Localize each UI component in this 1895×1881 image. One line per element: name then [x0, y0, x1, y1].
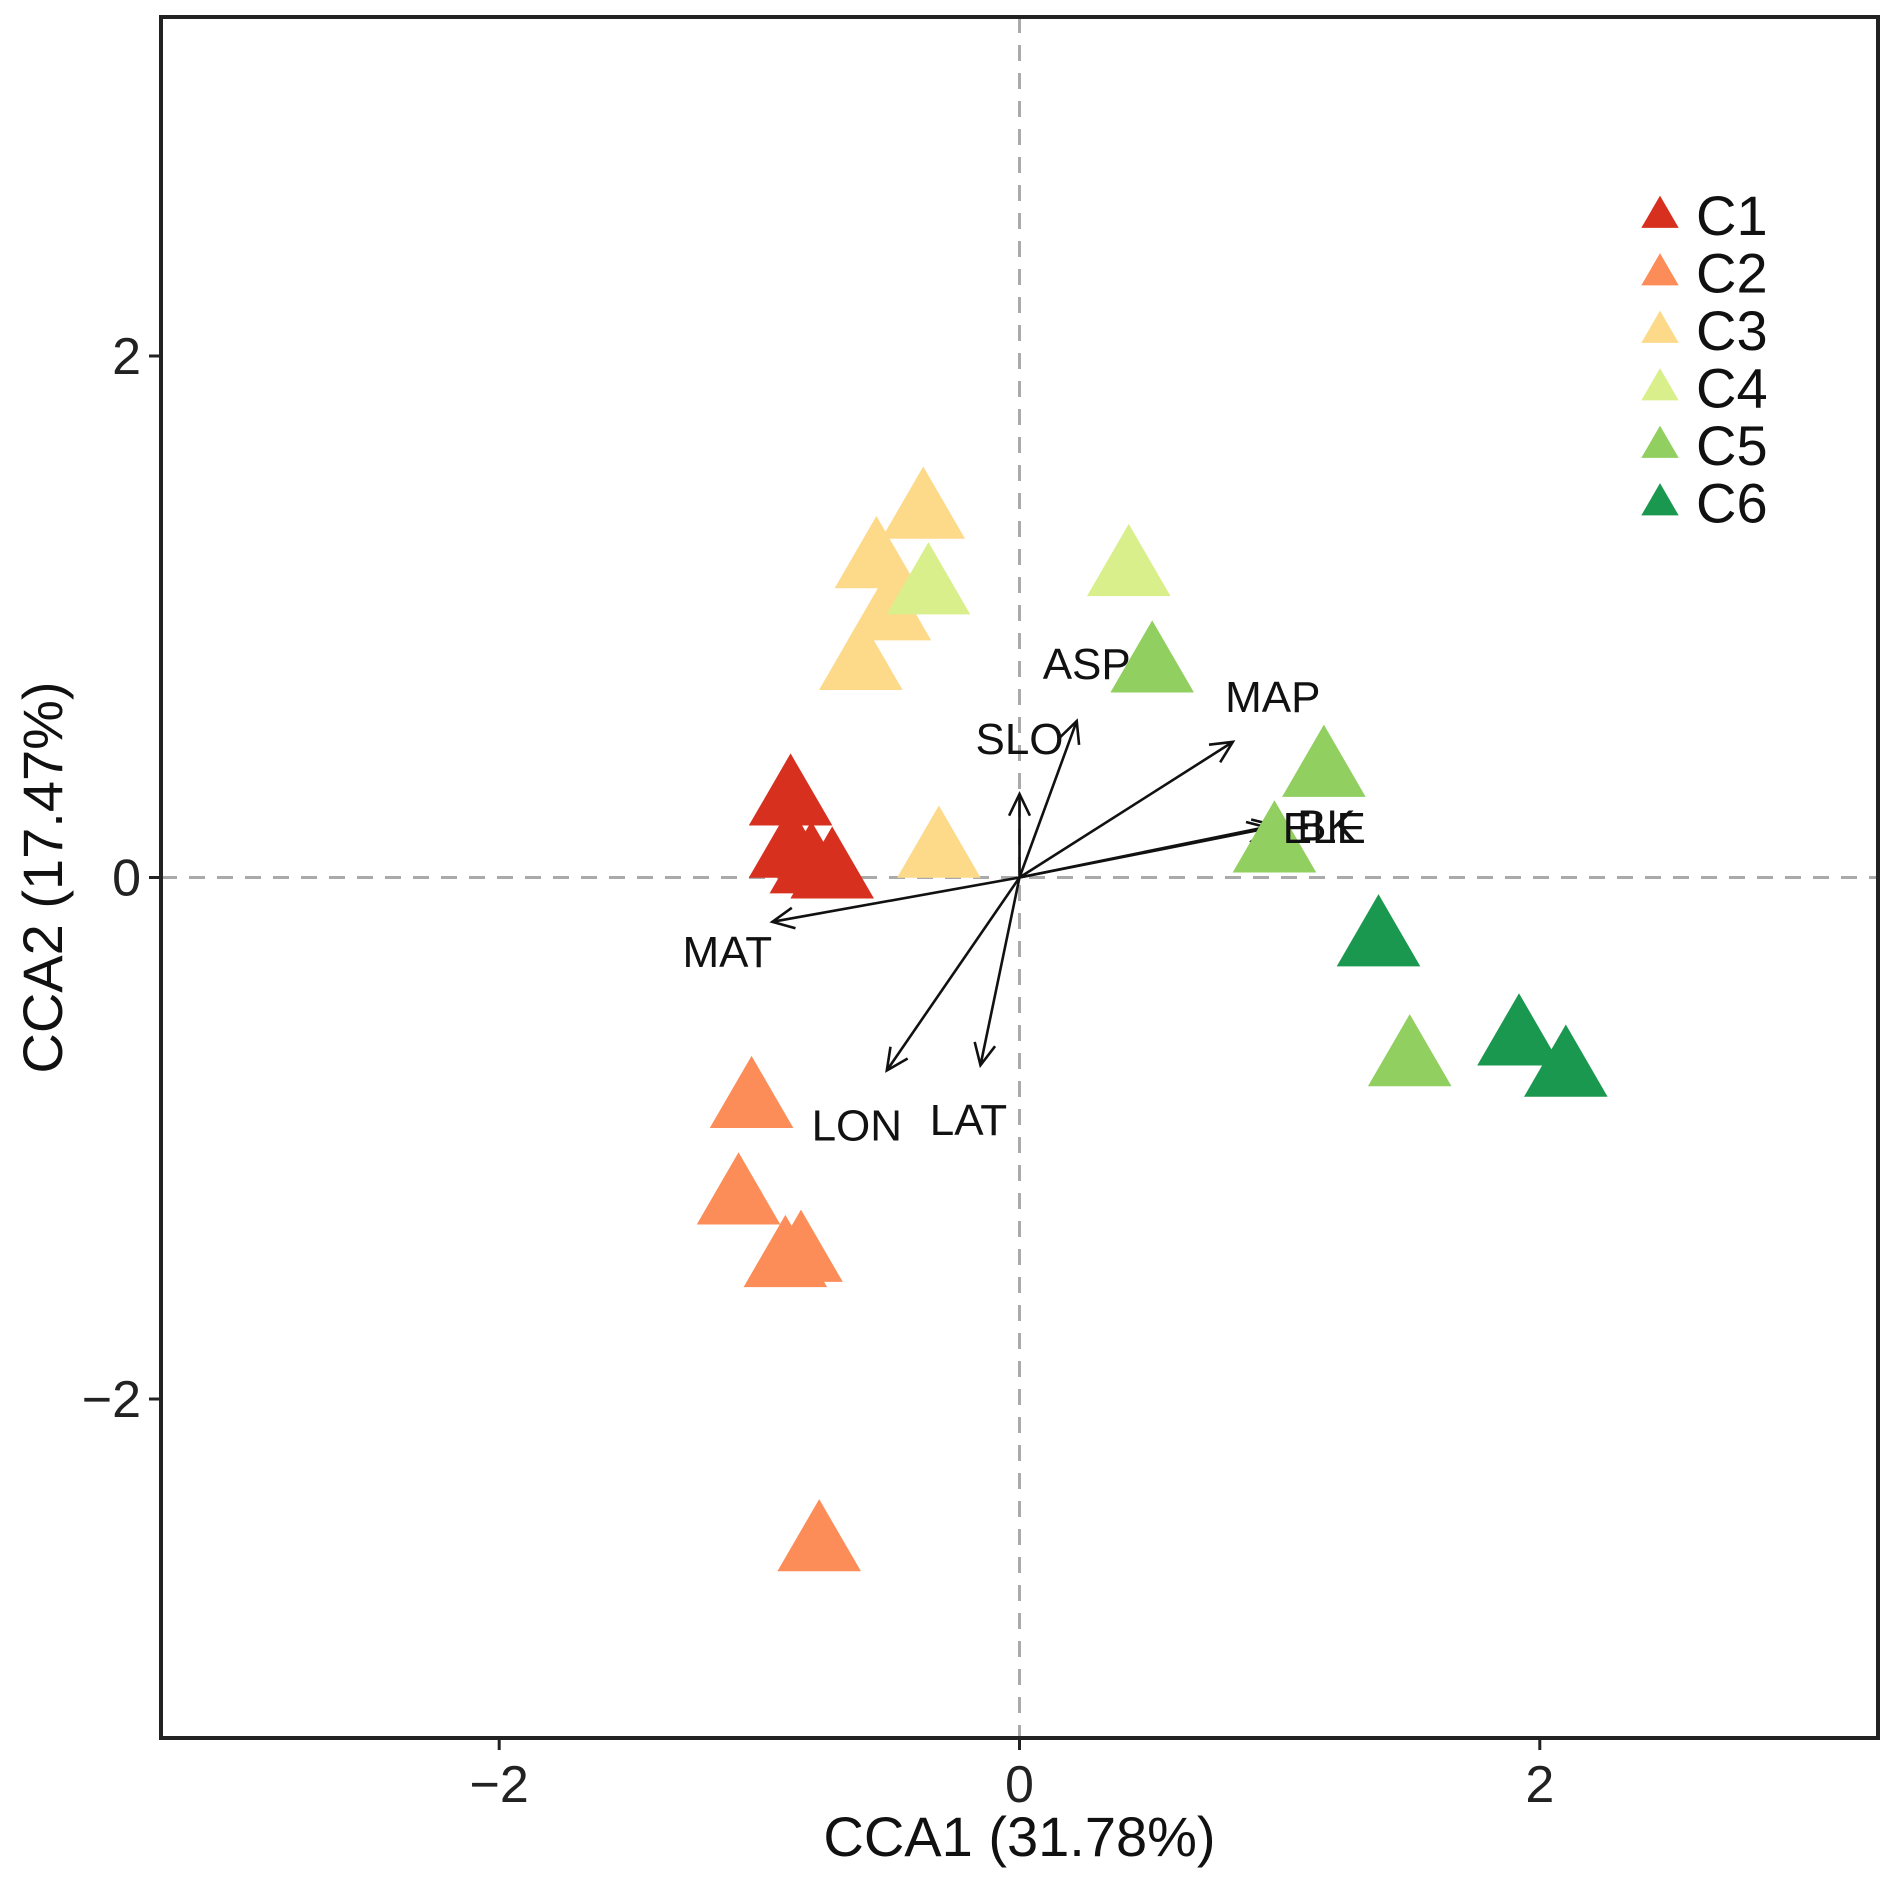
vector-arrow-asp	[1018, 718, 1081, 878]
point-c3	[834, 516, 919, 589]
vector-arrow-lon	[885, 876, 1021, 1073]
point-c4	[886, 542, 971, 615]
series-c5	[1110, 620, 1452, 1087]
series-c3	[819, 466, 981, 878]
point-c3	[881, 466, 966, 539]
series-c6	[1336, 894, 1608, 1097]
legend-item-c2: C2	[1641, 242, 1768, 305]
y-axis-title: CCA2 (17.47%)	[11, 681, 74, 1073]
vector-label-asp: ASP	[1043, 640, 1131, 689]
legend-item-c1: C1	[1641, 184, 1768, 247]
point-c6	[1524, 1024, 1608, 1097]
legend-item-c3: C3	[1641, 299, 1768, 362]
series-c4	[886, 523, 1171, 615]
vector-arrow-mat	[769, 876, 1020, 930]
legend-label: C2	[1696, 242, 1768, 305]
vector-label-ele: ELE	[1283, 804, 1366, 853]
y-tick-label: −2	[82, 1371, 141, 1429]
point-c3	[897, 805, 981, 878]
point-c3	[847, 568, 932, 641]
y-axis: −2 0 2	[82, 328, 161, 1429]
sample-points	[696, 466, 1608, 1572]
vector-label-map: MAP	[1225, 673, 1320, 722]
legend-item-c4: C4	[1641, 357, 1768, 420]
legend-item-c5: C5	[1641, 414, 1768, 477]
point-c5	[1232, 800, 1317, 873]
vector-label-bk: BK	[1297, 801, 1356, 850]
vector-arrow-slo	[1007, 791, 1032, 878]
reference-lines	[161, 17, 1878, 1738]
vector-arrow-lat	[973, 877, 1021, 1069]
legend-marker	[1641, 368, 1679, 401]
point-c5	[1110, 620, 1194, 693]
vector-label-lon: LON	[812, 1101, 902, 1150]
point-c6	[1477, 993, 1561, 1066]
legend-marker	[1641, 483, 1679, 516]
legend-marker	[1641, 425, 1679, 458]
series-c2	[696, 1055, 861, 1572]
series-c1	[748, 753, 874, 899]
x-axis-title: CCA1 (31.78%)	[823, 1805, 1215, 1868]
point-c3	[819, 617, 903, 690]
legend-marker	[1641, 253, 1679, 286]
x-tick-label: 0	[1005, 1756, 1034, 1814]
point-c2	[777, 1499, 861, 1572]
point-c2	[743, 1214, 828, 1288]
legend-item-c6: C6	[1641, 472, 1768, 535]
point-c5	[1282, 724, 1366, 797]
y-tick-label: 2	[112, 328, 141, 386]
point-c1	[748, 753, 833, 826]
point-c6	[1336, 894, 1421, 967]
point-c1	[769, 821, 854, 894]
point-c4	[1086, 523, 1171, 597]
legend-marker	[1641, 310, 1679, 343]
legend-label: C5	[1696, 414, 1768, 477]
x-tick-label: −2	[470, 1756, 529, 1814]
legend-label: C1	[1696, 184, 1768, 247]
vector-arrow-map	[1018, 740, 1236, 879]
x-tick-label: 2	[1525, 1756, 1554, 1814]
legend-label: C3	[1696, 299, 1768, 362]
point-c2	[709, 1055, 794, 1129]
vector-label-lat: LAT	[930, 1096, 1007, 1145]
legend-label: C4	[1696, 357, 1768, 420]
vector-label-mat: MAT	[683, 928, 773, 977]
point-c5	[1367, 1014, 1452, 1087]
y-tick-label: 0	[112, 850, 141, 908]
legend-marker	[1641, 195, 1679, 228]
vector-label-slo: SLO	[975, 715, 1063, 764]
point-c2	[696, 1152, 781, 1225]
x-axis: −2 0 2	[470, 1738, 1554, 1814]
legend-label: C6	[1696, 472, 1768, 535]
